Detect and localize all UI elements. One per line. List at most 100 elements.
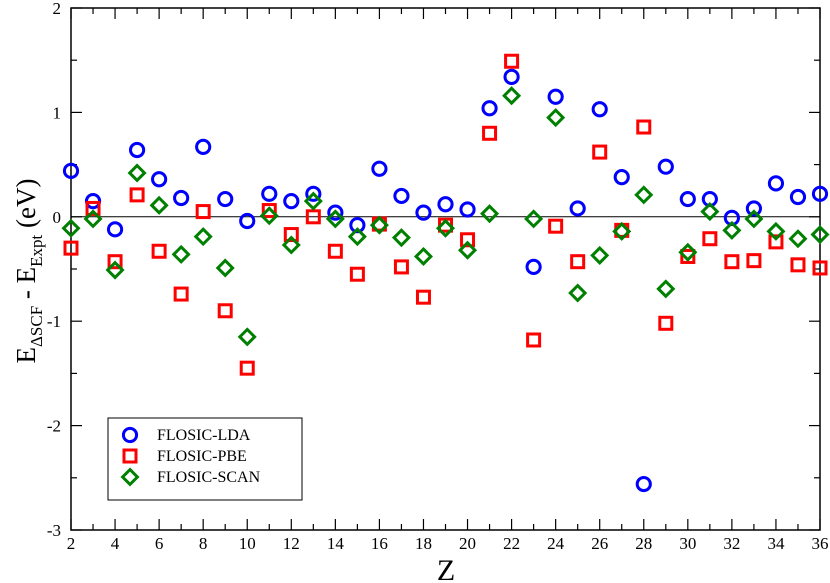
data-point-square [790,257,806,273]
legend-marker-diamond [120,467,140,487]
data-point-diamond [810,225,830,245]
x-tick-label: 6 [155,534,164,553]
data-point-circle [767,175,785,192]
x-tick-label: 18 [415,534,432,553]
data-point-diamond [281,235,301,255]
x-axis-title: Z [437,554,455,583]
data-point-diamond [127,163,147,183]
data-point-diamond [413,246,433,266]
x-axis-ticks [70,8,821,530]
legend-label: FLOSIC-PBE [157,448,247,465]
data-point-diamond [612,221,632,241]
data-point-circle [635,475,652,493]
data-point-diamond [237,327,257,347]
data-point-square [636,119,652,135]
legend: FLOSIC-LDA FLOSIC-PBE FLOSIC-SCAN [107,417,303,501]
data-point-diamond [656,279,676,299]
x-tick-label: 16 [371,534,388,553]
data-point-diamond [568,283,588,303]
x-tick-label: 32 [723,534,740,553]
data-point-circle [569,200,586,217]
x-axis-tick-labels: 2 4 6 8 10 12 14 16 18 20 22 24 26 28 30 32 34 36 [67,534,829,553]
x-tick-label: 4 [111,534,120,553]
data-point-diamond [634,185,654,205]
data-point-circle [657,158,674,175]
data-point-square [349,266,365,282]
data-point-circle [173,189,190,207]
data-point-diamond [369,215,389,235]
data-point-square [327,243,343,259]
data-point-circle [503,68,520,86]
data-point-square [702,231,718,247]
data-point-circle [349,217,366,234]
data-point-diamond [171,244,191,264]
data-point-diamond [546,108,566,128]
series-flosic-lda [62,68,829,493]
x-tick-label: 14 [327,534,345,553]
data-point-diamond [722,220,742,240]
data-point-square [107,254,123,270]
data-point-circle [62,162,80,179]
y-axis-title-main: E [11,347,41,364]
legend-box [107,417,303,501]
data-point-square [768,234,784,250]
data-point-square [592,144,608,160]
data-point-diamond [61,218,81,238]
y-tick-label: -3 [47,521,61,540]
data-point-circle [437,196,454,213]
data-point-diamond [590,245,610,265]
data-point-circle [811,185,829,202]
y-axis-title-sub1: ΔSCF [27,306,46,347]
y-axis-title-sub2: Expt [27,234,46,266]
y-axis-title: EΔSCF - EExpt (eV) [11,179,46,364]
data-point-diamond [215,258,235,278]
data-point-circle [371,160,388,177]
data-point-circle [393,187,410,205]
data-point-square [283,227,299,243]
data-point-circle [261,185,278,202]
data-point-square [261,203,277,219]
legend-label: FLOSIC-SCAN [157,469,261,486]
data-point-square [526,332,542,348]
y-tick-label: -2 [47,417,61,436]
data-point-diamond [149,195,169,215]
data-point-diamond [347,227,367,247]
data-point-square [812,260,828,276]
data-point-circle [591,101,608,118]
data-point-circle [239,212,256,230]
legend-items: FLOSIC-LDA FLOSIC-PBE FLOSIC-SCAN [120,426,261,487]
data-point-diamond [435,218,456,238]
data-point-diamond [391,228,411,248]
data-point-circle [283,193,300,210]
data-point-circle [106,221,124,238]
data-point-square [63,240,79,256]
data-point-square [548,218,564,234]
x-tick-label: 22 [503,534,520,553]
data-point-circle [525,258,542,276]
data-point-square [393,259,409,275]
data-point-square [217,303,233,319]
data-point-circle [195,138,212,155]
data-point-square [724,254,740,270]
data-point-diamond [766,221,786,241]
y-tick-label: 2 [53,0,62,18]
y-axis-tick-labels: -3 -2 -1 0 1 2 [47,0,61,540]
legend-label: FLOSIC-LDA [157,427,251,444]
data-point-diamond [700,202,720,222]
x-tick-label: 8 [199,534,208,553]
x-tick-label: 12 [283,534,300,553]
data-point-diamond [458,240,478,260]
data-point-square [85,200,101,216]
y-axis-title-unit: (eV) [11,179,41,235]
data-point-circle [459,201,476,218]
y-tick-label: -1 [47,312,61,331]
data-point-square [195,204,211,220]
x-tick-label: 34 [767,534,785,553]
data-point-diamond [502,86,522,106]
x-tick-label: 36 [812,534,829,553]
data-point-circle [327,204,344,221]
y-axis-title-mid: - E [11,267,41,306]
data-point-diamond [259,206,279,226]
data-point-diamond [193,227,213,247]
